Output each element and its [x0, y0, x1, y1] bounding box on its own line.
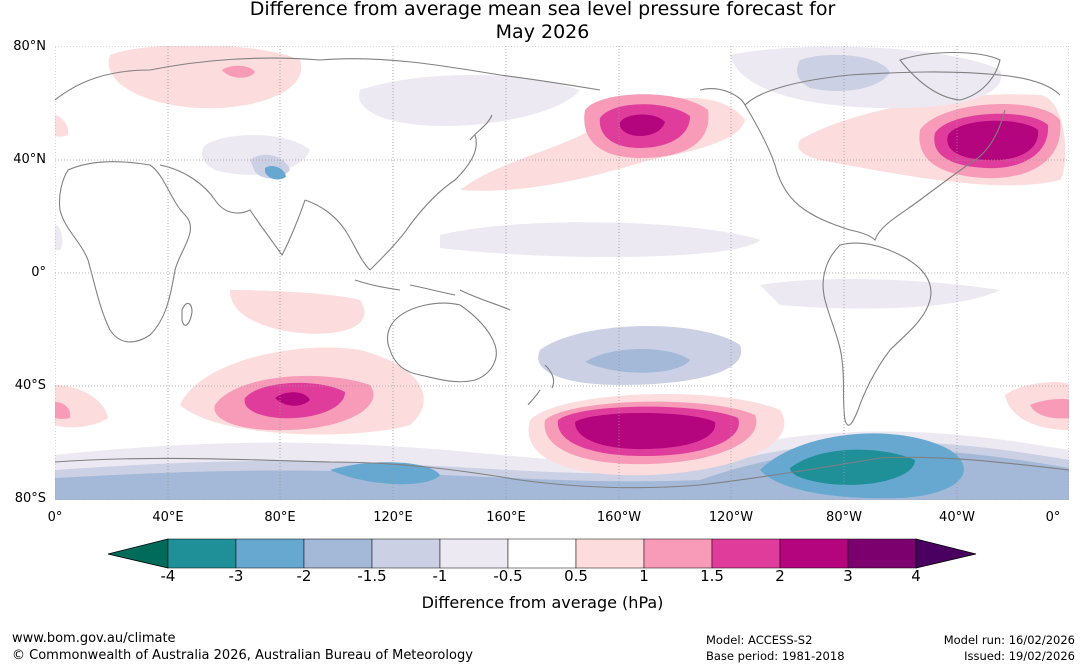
- colorbar-tick: -0.5: [493, 567, 523, 585]
- title-line-1: Difference from average mean sea level p…: [249, 0, 836, 20]
- lon-label: 160°W: [596, 510, 642, 525]
- graticule: [55, 46, 1069, 500]
- colorbar-bin: [371, 538, 441, 569]
- contour-westeurope-pos05: [55, 115, 69, 137]
- colorbar-extend-max: [915, 538, 977, 569]
- lon-label: 40°W: [939, 510, 975, 525]
- colorbar-bin: [575, 538, 645, 569]
- footer-model-run: Model run: 16/02/2026: [943, 633, 1075, 647]
- colorbar-tick: -1.5: [357, 567, 387, 585]
- colorbar-title: Difference from average (hPa): [421, 593, 664, 612]
- contour-tibet-neg2: [265, 166, 286, 180]
- lon-label: 0°: [47, 510, 63, 525]
- footer-base-period: Base period: 1981-2018: [706, 649, 845, 663]
- colorbar-bin: [711, 538, 781, 569]
- colorbar-bin: [235, 538, 305, 569]
- lon-label: 80°E: [264, 510, 296, 525]
- contour-pacific-neg15: [585, 348, 690, 373]
- colorbar-tick: 4: [911, 567, 921, 585]
- colorbar-tick: 3: [843, 567, 853, 585]
- contour-west-edge-pos1: [55, 402, 71, 419]
- colorbar-bin: [507, 538, 577, 569]
- map-area: [55, 46, 1069, 500]
- coastlines: [55, 52, 1069, 489]
- colorbar-tick: -3: [228, 567, 244, 585]
- contour-indian-north-pos05: [230, 290, 365, 334]
- colorbar-tick: 0.5: [564, 567, 588, 585]
- colorbar-tick: -1: [432, 567, 448, 585]
- footer-issued: Issued: 19/02/2026: [964, 649, 1075, 663]
- contour-siberia-pos1: [222, 65, 255, 78]
- lon-label: 0°: [1045, 510, 1061, 525]
- lon-label: 120°E: [373, 510, 413, 525]
- contour-antarctic-neg2-west: [330, 462, 440, 485]
- contour-samerica-neg05: [760, 278, 1000, 309]
- lon-label: 160°E: [486, 510, 526, 525]
- colorbar-bin: [439, 538, 509, 569]
- colorbar: [107, 538, 977, 569]
- footer-website: www.bom.gov.au/climate: [12, 631, 176, 646]
- colorbar-bin: [303, 538, 373, 569]
- lon-label: 80°W: [826, 510, 862, 525]
- contour-indian-pos2: [275, 392, 310, 406]
- contour-npacific-pos2: [619, 114, 665, 136]
- colorbar-bin: [643, 538, 713, 569]
- colorbar-bin: [847, 538, 917, 569]
- lat-label-80s: 80°S: [14, 491, 46, 506]
- lon-label: 120°W: [708, 510, 754, 525]
- colorbar-bin: [779, 538, 849, 569]
- title-line-2: May 2026: [495, 21, 590, 43]
- colorbar-tick: -4: [160, 567, 176, 585]
- colorbar-tick: 2: [775, 567, 785, 585]
- contour-canada-neg1: [797, 54, 890, 92]
- colorbar-tick: -2: [296, 567, 312, 585]
- contour-spacific-pos2: [575, 413, 716, 450]
- contour-eastasia-neg05: [359, 75, 580, 126]
- footer-model: Model: ACCESS-S2: [706, 633, 813, 647]
- lat-label-40s: 40°S: [14, 378, 46, 393]
- chart-title: Difference from average mean sea level p…: [0, 0, 1085, 44]
- contour-siberia-pos05: [108, 46, 302, 109]
- lat-label-80n: 80°N: [13, 39, 46, 54]
- colorbar-tick: 1.5: [700, 567, 724, 585]
- lat-label-equator: 0°: [31, 265, 46, 280]
- colorbar-tick: 1: [639, 567, 649, 585]
- footer-copyright: © Commonwealth of Australia 2026, Austra…: [12, 648, 473, 663]
- contour-tropical-neg05: [440, 222, 760, 258]
- colorbar-bin: [167, 538, 237, 569]
- lat-label-40n: 40°N: [13, 152, 46, 167]
- contour-satlantic-pos1: [1030, 398, 1069, 419]
- contour-antarctic-neg3: [790, 449, 915, 485]
- lon-label: 40°E: [152, 510, 184, 525]
- contour-westafrica-neg05: [55, 225, 63, 250]
- colorbar-extend-min: [107, 538, 169, 569]
